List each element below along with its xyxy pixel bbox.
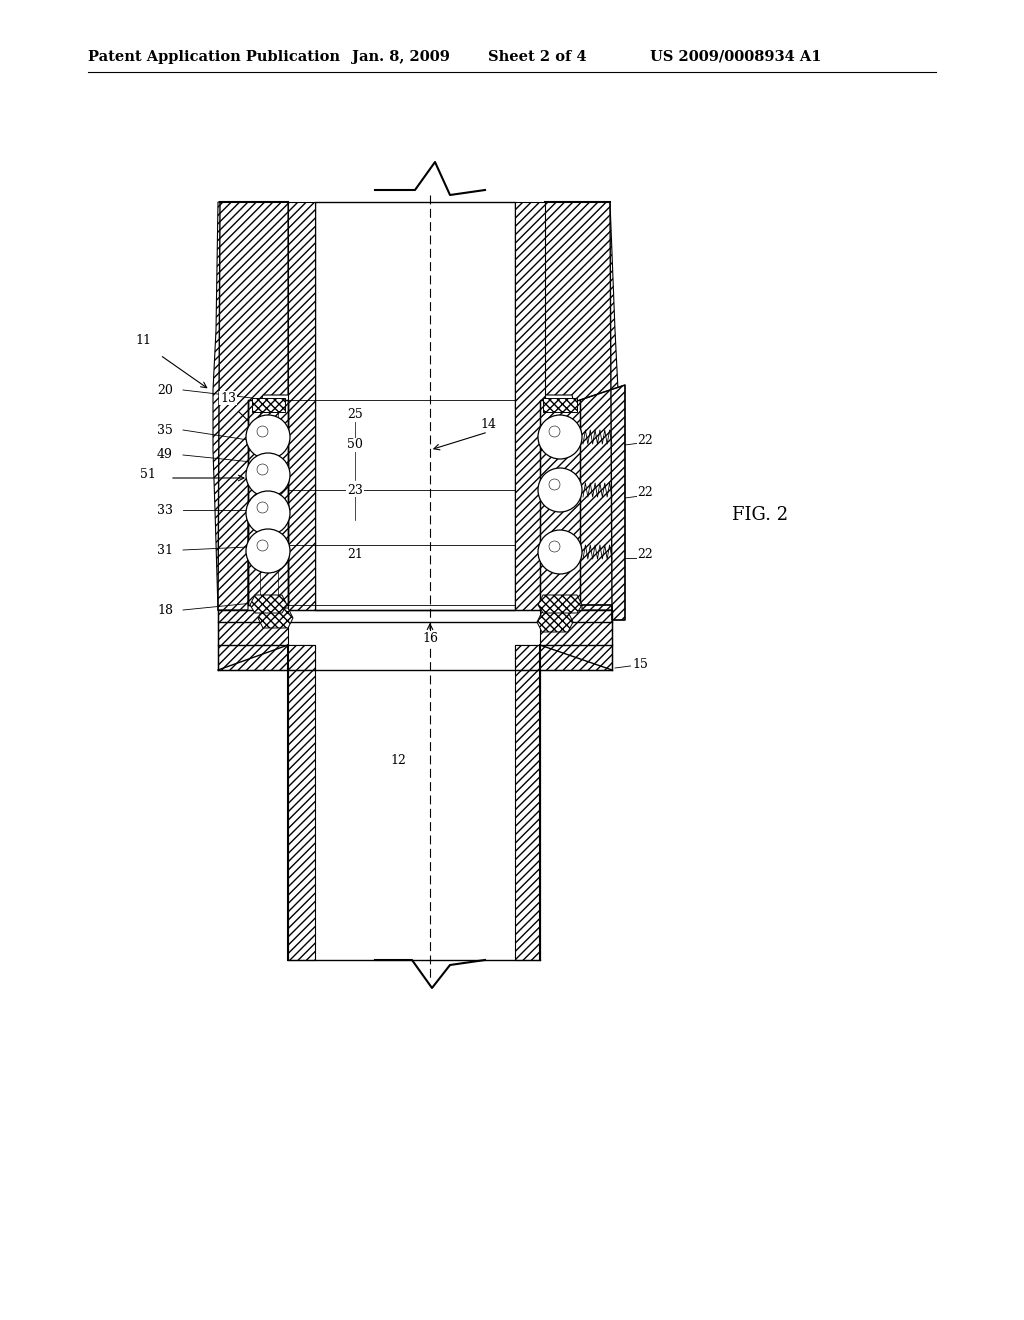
Text: 18: 18: [157, 603, 173, 616]
Polygon shape: [515, 645, 540, 960]
Text: 31: 31: [157, 544, 173, 557]
Polygon shape: [515, 202, 545, 610]
Polygon shape: [538, 595, 582, 612]
Text: 22: 22: [637, 433, 653, 446]
Text: 33: 33: [157, 503, 173, 516]
Polygon shape: [250, 595, 287, 612]
Text: Patent Application Publication: Patent Application Publication: [88, 50, 340, 63]
Text: 21: 21: [347, 549, 362, 561]
Text: 23: 23: [347, 483, 362, 496]
Polygon shape: [580, 385, 625, 620]
Text: Sheet 2 of 4: Sheet 2 of 4: [488, 50, 587, 63]
Text: 11: 11: [135, 334, 151, 346]
Polygon shape: [515, 610, 612, 671]
Text: 16: 16: [422, 631, 438, 644]
Circle shape: [538, 469, 582, 512]
Text: 25: 25: [347, 408, 362, 421]
Circle shape: [246, 453, 290, 498]
Polygon shape: [288, 202, 315, 610]
Bar: [315, 202, 515, 610]
Text: Jan. 8, 2009: Jan. 8, 2009: [352, 50, 450, 63]
Circle shape: [246, 529, 290, 573]
Polygon shape: [540, 400, 580, 605]
Polygon shape: [543, 399, 577, 412]
Bar: [248, 400, 288, 605]
Polygon shape: [218, 610, 315, 671]
Circle shape: [246, 491, 290, 535]
Text: 14: 14: [480, 418, 496, 432]
Polygon shape: [258, 609, 293, 628]
Text: 50: 50: [347, 438, 362, 451]
Text: 51: 51: [140, 469, 156, 482]
Circle shape: [246, 414, 290, 459]
Text: US 2009/0008934 A1: US 2009/0008934 A1: [650, 50, 821, 63]
Circle shape: [538, 414, 582, 459]
Text: FIG. 2: FIG. 2: [732, 506, 788, 524]
Text: 12: 12: [390, 754, 406, 767]
Polygon shape: [288, 645, 315, 960]
Text: 13: 13: [220, 392, 236, 404]
Text: 35: 35: [157, 424, 173, 437]
Polygon shape: [252, 399, 285, 412]
Text: 22: 22: [637, 549, 653, 561]
Polygon shape: [213, 202, 288, 610]
Text: 49: 49: [157, 449, 173, 462]
Polygon shape: [545, 202, 618, 610]
Bar: [540, 400, 580, 605]
Circle shape: [538, 531, 582, 574]
Text: 20: 20: [157, 384, 173, 396]
Polygon shape: [537, 612, 573, 632]
Polygon shape: [248, 400, 288, 605]
Text: 15: 15: [632, 659, 648, 672]
Text: 22: 22: [637, 487, 653, 499]
